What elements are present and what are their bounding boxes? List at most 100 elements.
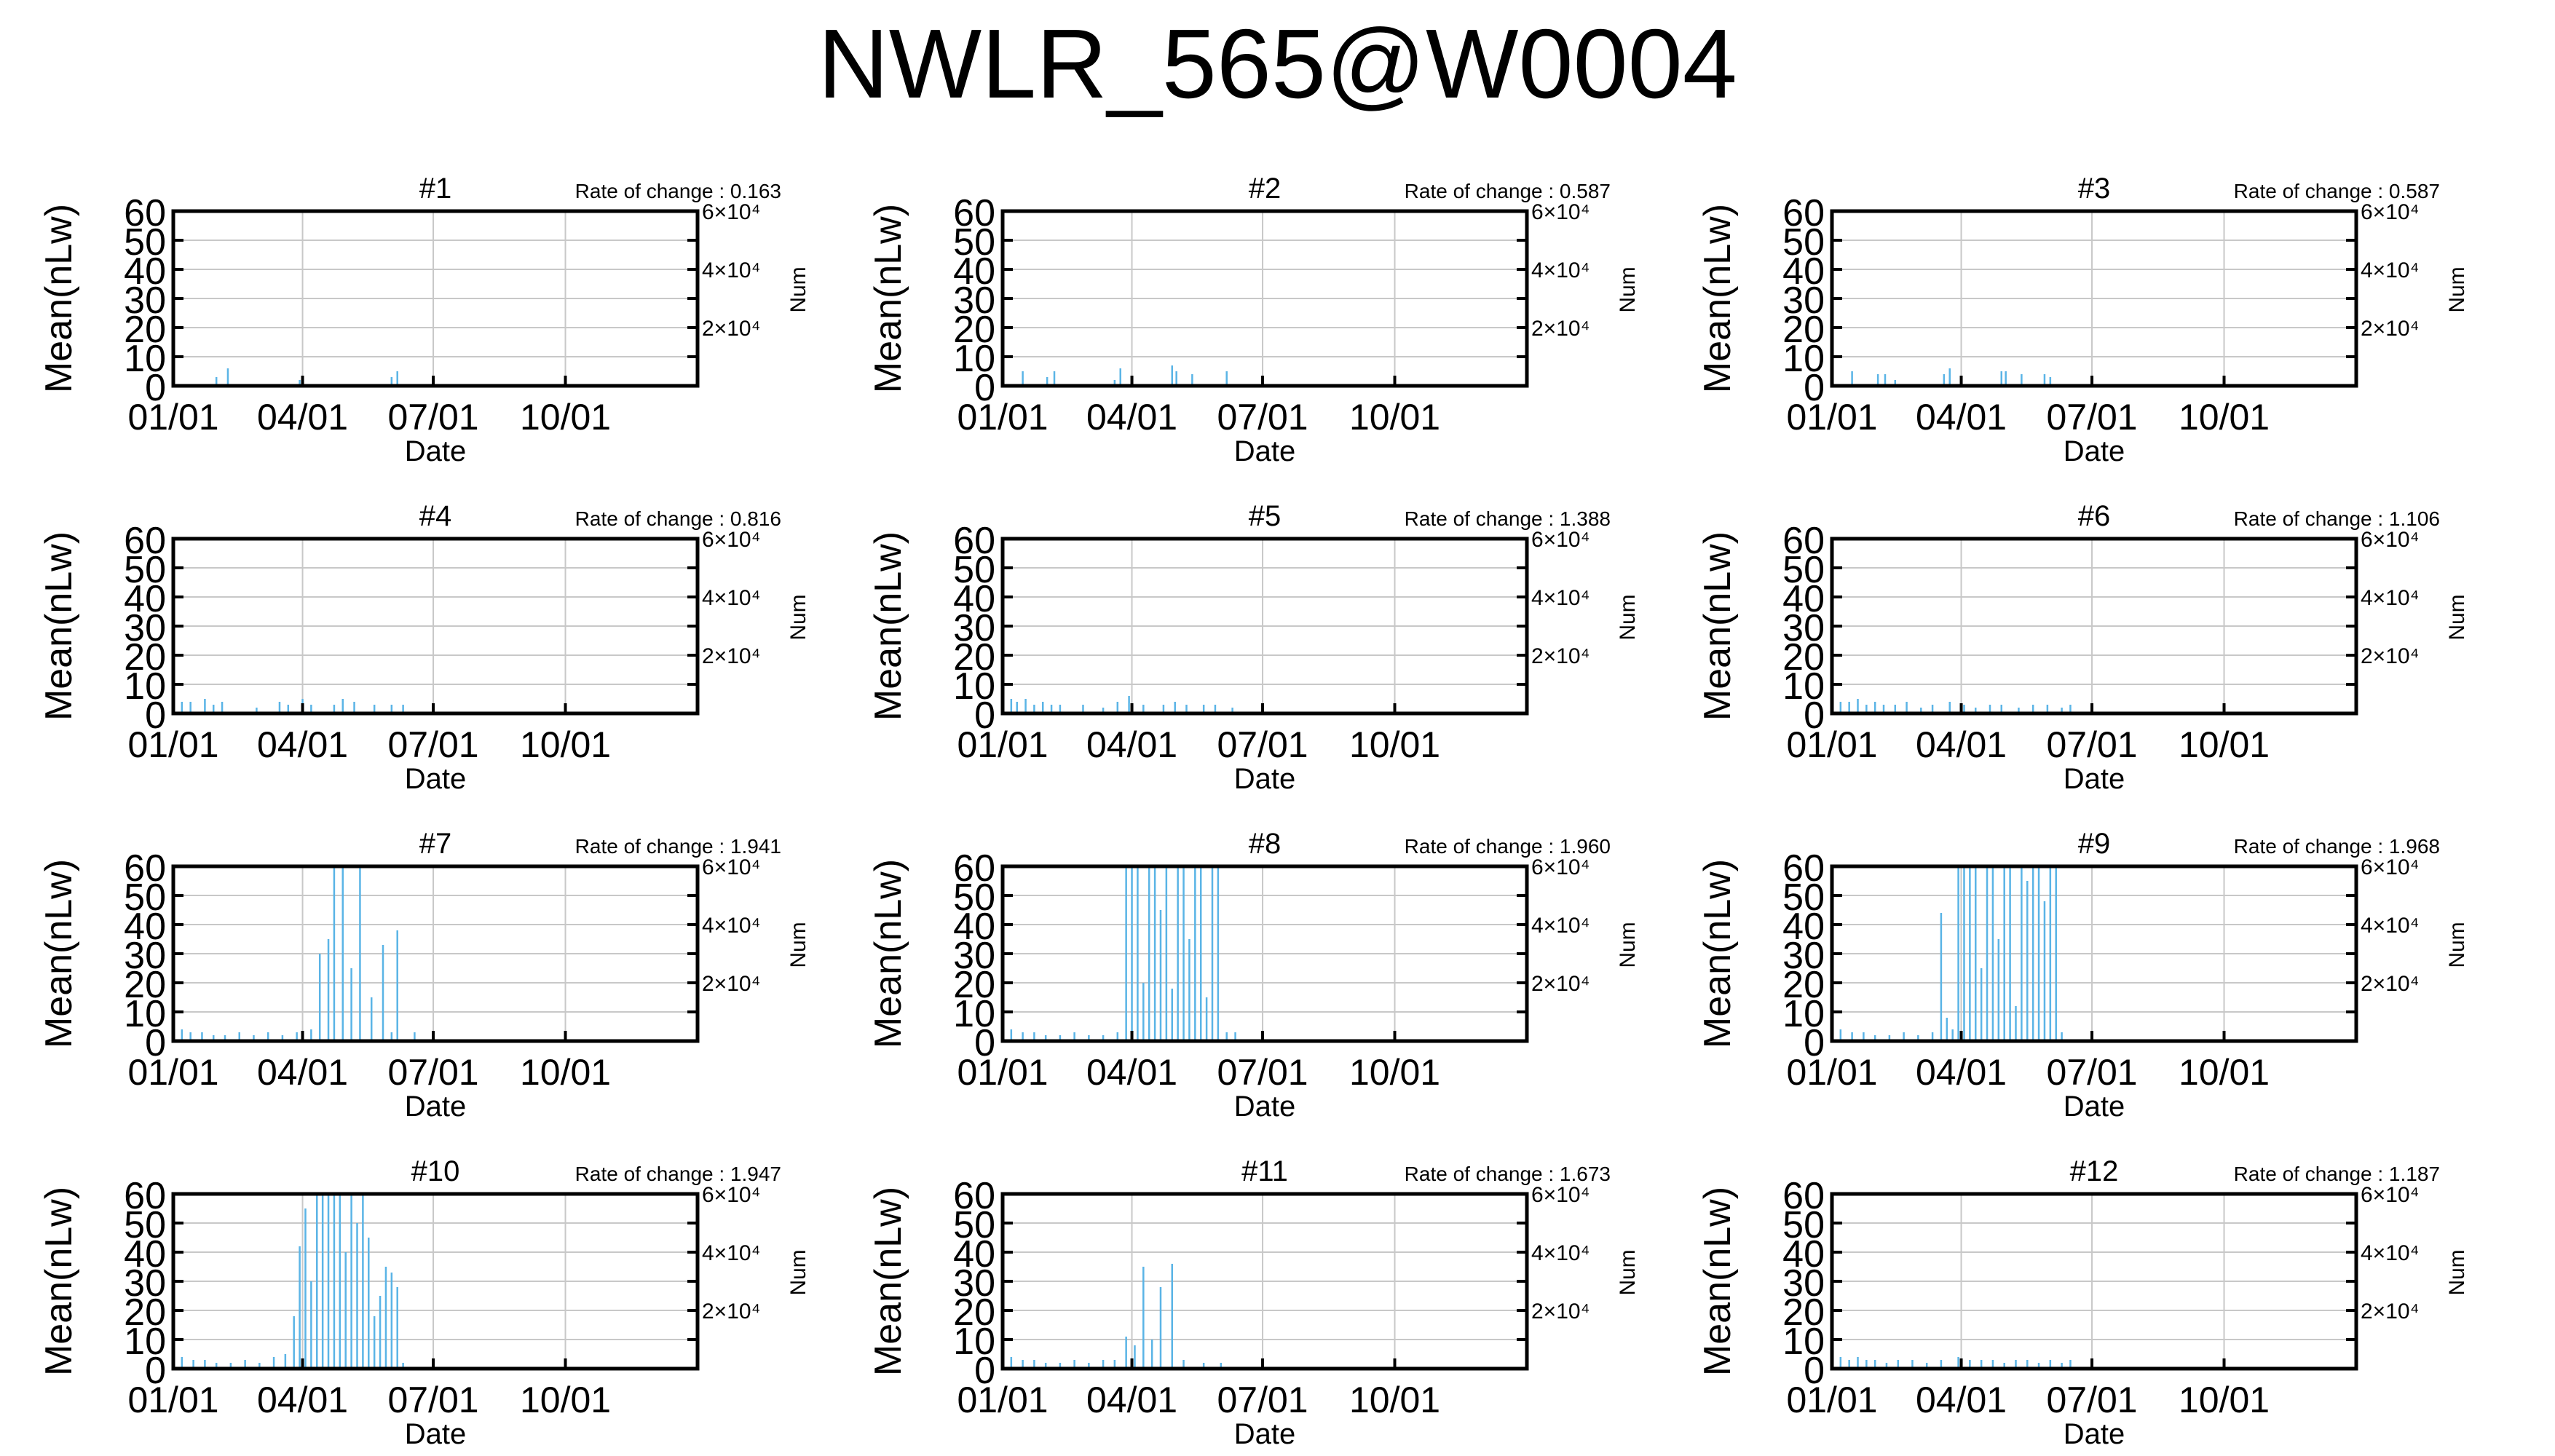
- y-tick-label: 50: [953, 877, 995, 919]
- y2-tick-label: 6×10⁴: [2361, 855, 2419, 879]
- y-tick-label: 10: [1782, 1321, 1825, 1363]
- y-tick-label: 10: [1782, 338, 1825, 380]
- y2-tick-label: 6×10⁴: [1531, 1183, 1590, 1207]
- y-tick-label: 0: [1804, 1350, 1825, 1392]
- x-tick-label: 07/01: [1217, 1380, 1308, 1420]
- y-tick-label: 50: [1782, 877, 1825, 919]
- y-tick-label: 60: [953, 847, 995, 890]
- y-axis-label: Mean(nLw): [1697, 1187, 1739, 1376]
- y-tick-label: 20: [953, 636, 995, 678]
- y-tick-label: 10: [124, 338, 166, 380]
- y-tick-label: 10: [124, 993, 166, 1035]
- y-tick-label: 20: [124, 636, 166, 678]
- y-tick-label: 20: [124, 1291, 166, 1334]
- rate-of-change: Rate of change : 0.587: [1405, 180, 1611, 202]
- x-axis-label: Date: [2064, 1418, 2125, 1450]
- x-axis-label: Date: [2064, 1091, 2125, 1123]
- y2-axis-label: Num: [1616, 594, 1640, 640]
- x-axis-label: Date: [1234, 1091, 1296, 1123]
- rate-of-change: Rate of change : 1.106: [2234, 507, 2440, 530]
- x-tick-label: 10/01: [1349, 397, 1440, 438]
- y-tick-label: 30: [1782, 1262, 1825, 1305]
- x-tick-label: 04/01: [1086, 1052, 1177, 1093]
- x-tick-label: 10/01: [2179, 397, 2270, 438]
- x-tick-label: 10/01: [1349, 1380, 1440, 1420]
- y-tick-label: 40: [1782, 1233, 1825, 1275]
- y-axis-label: Mean(nLw): [1697, 204, 1739, 393]
- y-axis-label: Mean(nLw): [38, 204, 80, 393]
- y-tick-label: 50: [953, 549, 995, 591]
- y-tick-label: 10: [953, 1321, 995, 1363]
- x-tick-label: 04/01: [1916, 1380, 2007, 1420]
- x-tick-label: 10/01: [520, 1052, 611, 1093]
- y-tick-label: 0: [974, 367, 995, 409]
- y-tick-label: 0: [974, 1350, 995, 1392]
- y-tick-label: 0: [145, 695, 166, 737]
- y2-axis-label: Num: [2445, 266, 2469, 312]
- x-tick-label: 04/01: [1086, 724, 1177, 765]
- x-tick-label: 10/01: [520, 397, 611, 438]
- x-tick-label: 10/01: [1349, 724, 1440, 765]
- y2-tick-label: 6×10⁴: [702, 200, 760, 224]
- y-axis-label: Mean(nLw): [867, 531, 909, 721]
- y-tick-label: 20: [124, 964, 166, 1006]
- y2-tick-label: 6×10⁴: [2361, 1183, 2419, 1207]
- x-axis-label: Date: [2064, 763, 2125, 795]
- x-tick-label: 07/01: [2046, 1380, 2137, 1420]
- x-tick-label: 04/01: [1916, 724, 2007, 765]
- y-tick-label: 40: [124, 578, 166, 620]
- x-tick-label: 07/01: [1217, 724, 1308, 765]
- y2-tick-label: 4×10⁴: [2361, 1241, 2419, 1265]
- x-tick-label: 10/01: [520, 1380, 611, 1420]
- rate-of-change: Rate of change : 1.960: [1405, 835, 1611, 858]
- subplot-title: #4: [419, 500, 452, 532]
- rate-of-change: Rate of change : 1.187: [2234, 1163, 2440, 1185]
- y2-axis-label: Num: [786, 1249, 810, 1295]
- y2-axis-label: Num: [2445, 922, 2469, 968]
- y-tick-label: 0: [145, 367, 166, 409]
- subplot-title: #7: [419, 828, 452, 860]
- y-tick-label: 60: [124, 520, 166, 562]
- x-tick-label: 01/01: [127, 1052, 218, 1093]
- y-tick-label: 10: [124, 1321, 166, 1363]
- y-tick-label: 60: [1782, 1175, 1825, 1217]
- y-tick-label: 60: [1782, 192, 1825, 234]
- rate-of-change: Rate of change : 1.673: [1405, 1163, 1611, 1185]
- y-tick-label: 50: [124, 877, 166, 919]
- x-tick-label: 04/01: [257, 1380, 348, 1420]
- y-tick-label: 60: [124, 1175, 166, 1217]
- x-tick-label: 01/01: [127, 1380, 218, 1420]
- x-tick-label: 01/01: [1786, 724, 1877, 765]
- subplot-title: #8: [1249, 828, 1282, 860]
- x-tick-label: 04/01: [257, 724, 348, 765]
- x-tick-label: 07/01: [2046, 397, 2137, 438]
- subplot-title: #11: [1241, 1155, 1288, 1187]
- y2-axis-label: Num: [1616, 1249, 1640, 1295]
- x-tick-label: 04/01: [257, 397, 348, 438]
- y-tick-label: 30: [953, 935, 995, 977]
- y2-tick-label: 4×10⁴: [1531, 1241, 1590, 1265]
- y2-tick-label: 6×10⁴: [1531, 200, 1590, 224]
- y-tick-label: 0: [1804, 367, 1825, 409]
- y2-tick-label: 4×10⁴: [2361, 258, 2419, 282]
- y2-tick-label: 2×10⁴: [702, 317, 760, 341]
- y-tick-label: 60: [124, 847, 166, 890]
- y-tick-label: 10: [953, 338, 995, 380]
- subplot-title: #10: [411, 1155, 460, 1187]
- rate-of-change: Rate of change : 0.816: [575, 507, 781, 530]
- y2-axis-label: Num: [1616, 922, 1640, 968]
- y2-tick-label: 4×10⁴: [702, 914, 760, 938]
- y-tick-label: 60: [1782, 847, 1825, 890]
- y-tick-label: 20: [1782, 309, 1825, 351]
- y-tick-label: 40: [124, 906, 166, 948]
- x-tick-label: 07/01: [387, 1052, 478, 1093]
- y-tick-label: 60: [953, 1175, 995, 1217]
- y-axis-label: Mean(nLw): [1697, 531, 1739, 721]
- y-tick-label: 60: [1782, 520, 1825, 562]
